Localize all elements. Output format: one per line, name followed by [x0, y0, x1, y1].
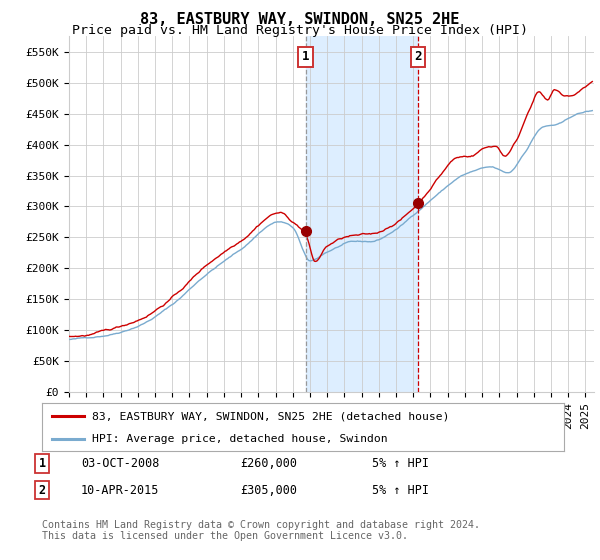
Text: 03-OCT-2008: 03-OCT-2008: [81, 456, 160, 470]
Text: Price paid vs. HM Land Registry's House Price Index (HPI): Price paid vs. HM Land Registry's House …: [72, 24, 528, 36]
Text: 5% ↑ HPI: 5% ↑ HPI: [372, 483, 429, 497]
Text: 83, EASTBURY WAY, SWINDON, SN25 2HE (detached house): 83, EASTBURY WAY, SWINDON, SN25 2HE (det…: [92, 411, 449, 421]
Text: HPI: Average price, detached house, Swindon: HPI: Average price, detached house, Swin…: [92, 434, 387, 444]
Text: 1: 1: [302, 50, 310, 63]
Text: £305,000: £305,000: [240, 483, 297, 497]
Text: 10-APR-2015: 10-APR-2015: [81, 483, 160, 497]
Text: 83, EASTBURY WAY, SWINDON, SN25 2HE: 83, EASTBURY WAY, SWINDON, SN25 2HE: [140, 12, 460, 27]
Bar: [305, 36, 418, 392]
Text: Contains HM Land Registry data © Crown copyright and database right 2024.
This d: Contains HM Land Registry data © Crown c…: [42, 520, 480, 542]
Text: 2: 2: [38, 483, 46, 497]
Text: 5% ↑ HPI: 5% ↑ HPI: [372, 456, 429, 470]
Text: 1: 1: [38, 456, 46, 470]
Text: 2: 2: [414, 50, 422, 63]
Text: £260,000: £260,000: [240, 456, 297, 470]
